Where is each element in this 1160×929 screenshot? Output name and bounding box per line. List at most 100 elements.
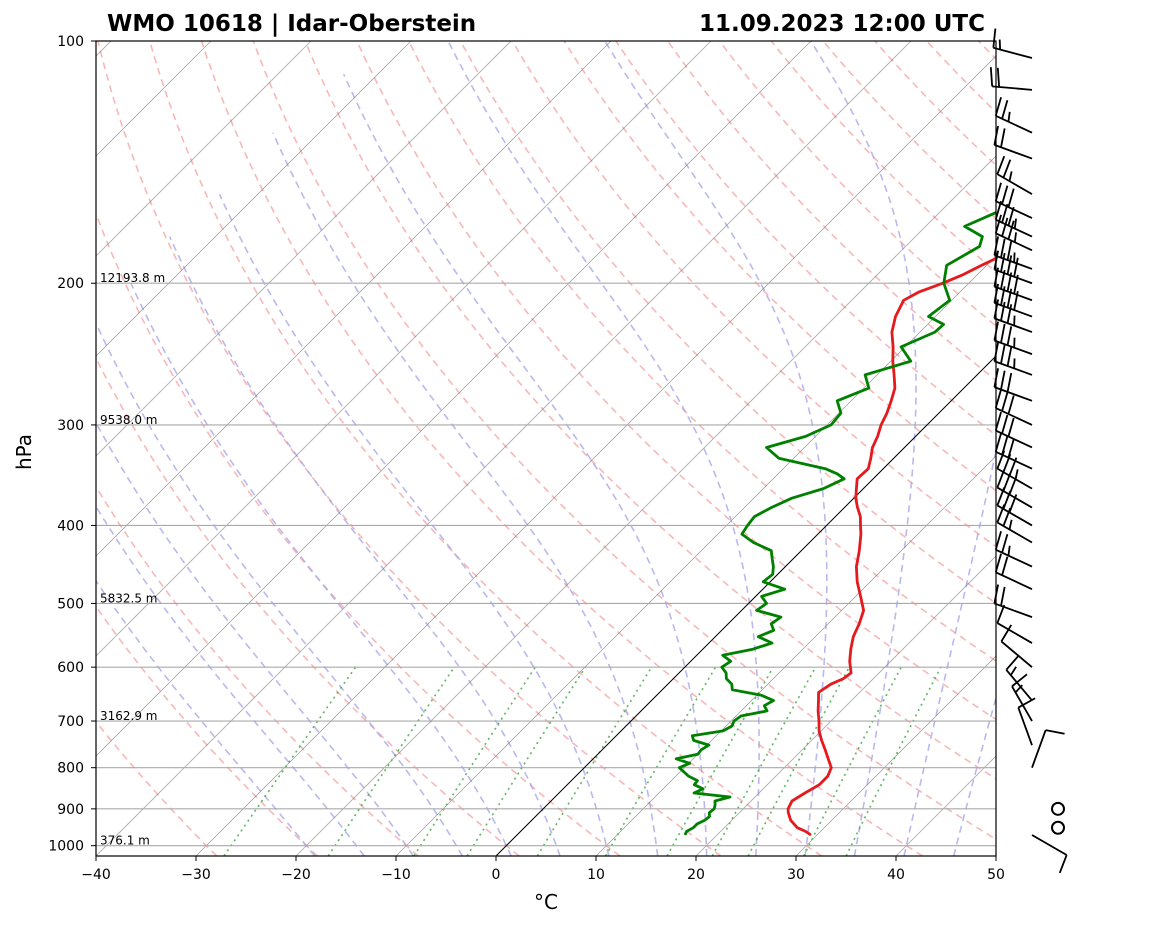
y-tick-label: 800: [57, 761, 84, 777]
barb-flag: [1002, 415, 1007, 433]
dry-adiabat-line: [202, 41, 923, 856]
isotherm-line: [0, 41, 611, 856]
barb-shaft: [997, 174, 1032, 194]
y-axis-label: hPa: [12, 434, 36, 470]
barb-flag: [1008, 326, 1012, 345]
isotherm-line: [996, 41, 1160, 856]
dry-adiabat-line: [0, 41, 317, 856]
barb-shaft: [994, 145, 1032, 159]
height-label: 3162.9 m: [100, 709, 158, 723]
dry-adiabat-line: [927, 41, 1160, 856]
chart-title-datetime: 11.09.2023 12:00 UTC: [699, 11, 985, 37]
barb-flag: [1002, 186, 1007, 204]
wind-barb: [1052, 822, 1064, 834]
barb-flag: [1001, 371, 1005, 390]
wind-barb: [1006, 655, 1032, 700]
barb-shaft: [992, 86, 1032, 89]
barb-shaft: [994, 287, 1032, 301]
sounding-profiles: [676, 41, 1160, 835]
wind-barb: [1001, 625, 1032, 667]
y-tick-label: 600: [57, 660, 84, 676]
wind-barb: [997, 505, 1032, 543]
wind-barb: [996, 201, 1032, 236]
barb-flag: [1001, 587, 1005, 606]
barb-shaft: [996, 408, 1032, 425]
barb-shaft: [994, 303, 1032, 317]
isotherm-line: [0, 41, 11, 856]
dry-adiabat-line: [0, 41, 519, 856]
barb-flag: [1008, 347, 1012, 366]
mixing-ratio-line: [846, 667, 941, 856]
dry-adiabat-line: [1030, 41, 1160, 856]
barb-flag: [1046, 730, 1065, 734]
x-axis-label: °C: [534, 890, 558, 914]
wind-barb: [996, 183, 1032, 218]
isotherm-line: [0, 41, 811, 856]
calm-circle: [1052, 803, 1064, 815]
plot-frame: [96, 41, 996, 856]
moist-adiabat-line: [811, 41, 916, 856]
barb-flag: [1015, 219, 1016, 229]
wind-barb: [996, 215, 1032, 250]
x-tick-label: 30: [787, 867, 805, 883]
wind-barb: [1032, 730, 1065, 768]
barb-flag: [1001, 324, 1005, 343]
barb-flag: [997, 605, 1004, 623]
barb-shaft: [993, 48, 1032, 58]
barb-shaft: [997, 523, 1032, 543]
dry-adiabat-line: [461, 41, 1160, 856]
barb-shaft: [997, 488, 1032, 508]
background-lines: [0, 41, 1160, 856]
x-tick-label: 40: [887, 867, 905, 883]
barb-flag: [1008, 546, 1009, 556]
height-label: 376.1 m: [100, 834, 150, 848]
barb-flag: [1008, 112, 1009, 122]
barb-flag: [1008, 189, 1013, 207]
barb-flag: [1011, 667, 1016, 675]
moist-adiabat-line: [954, 41, 1160, 856]
barb-shaft: [996, 431, 1032, 448]
isotherm-line: [196, 41, 1011, 856]
barb-flag: [998, 68, 999, 87]
isotherm-line: [0, 41, 411, 856]
mixing-ratio-line: [606, 667, 716, 856]
barb-flag: [991, 67, 992, 86]
x-tick-label: 10: [587, 867, 605, 883]
barb-shaft: [996, 550, 1032, 567]
moist-adiabat-line: [30, 382, 365, 856]
dewpoint-profile-line: [676, 41, 1160, 835]
wind-barb: [994, 268, 1032, 301]
x-tick-label: −30: [181, 867, 211, 883]
dry-adiabat-line: [875, 41, 1160, 856]
moist-adiabat-line: [2, 413, 315, 856]
barb-flag: [997, 156, 1004, 174]
mixing-ratio-line: [224, 667, 356, 856]
mixing-ratio-line: [414, 667, 535, 856]
wind-barbs: [991, 29, 1067, 873]
y-tick-label: 700: [57, 714, 84, 730]
barb-shaft: [997, 505, 1032, 525]
isotherm-line: [0, 41, 711, 856]
barb-shaft: [994, 318, 1032, 332]
y-tick-label: 200: [57, 276, 84, 292]
x-tick-label: −20: [281, 867, 311, 883]
dry-adiabat-line: [409, 41, 1160, 856]
barb-flag: [1009, 520, 1011, 530]
wind-barb: [1032, 835, 1067, 873]
moist-adiabat-line: [605, 41, 827, 856]
temperature-profile-line: [788, 41, 1160, 835]
wind-barb: [997, 156, 1032, 194]
wind-barb: [996, 531, 1032, 566]
x-tick-label: 0: [492, 867, 501, 883]
dry-adiabat-line: [720, 41, 1160, 856]
wind-barb: [997, 470, 1032, 508]
barb-flag: [1016, 469, 1018, 479]
barb-flag: [1008, 418, 1013, 436]
barb-shaft: [996, 116, 1032, 133]
height-label: 12193.8 m: [100, 271, 165, 285]
barb-shaft: [1006, 670, 1032, 701]
y-tick-label: 900: [57, 802, 84, 818]
barb-flag: [1008, 439, 1013, 457]
